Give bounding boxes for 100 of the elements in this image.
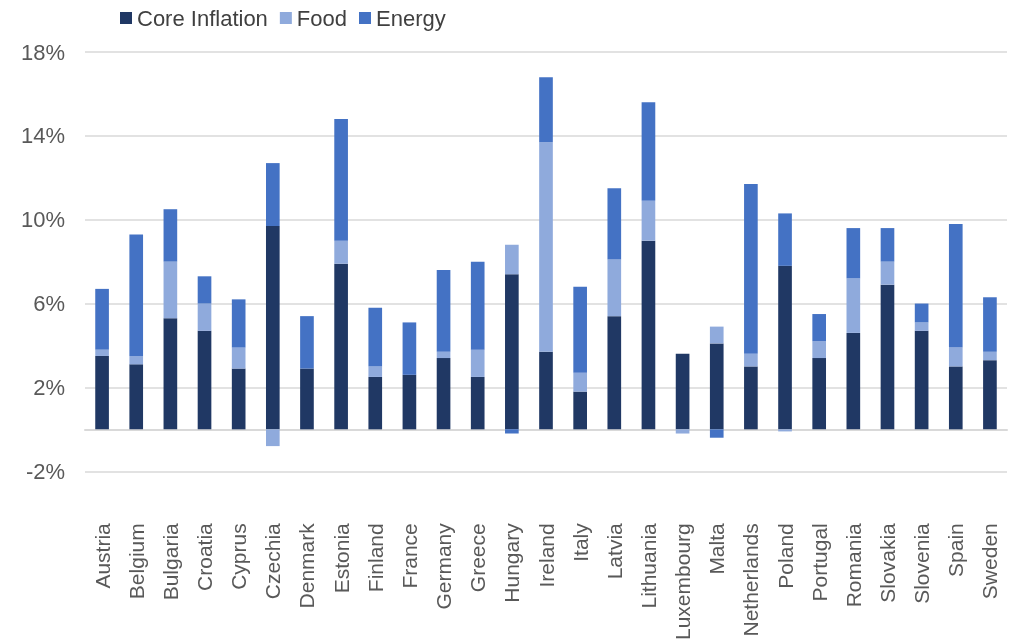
x-tick-label: Sweden bbox=[978, 523, 1002, 600]
bar bbox=[300, 316, 314, 369]
y-tick-label: 6% bbox=[33, 291, 65, 317]
bar bbox=[505, 274, 519, 430]
x-tick-label: France bbox=[397, 523, 421, 589]
bar bbox=[812, 358, 827, 430]
bar bbox=[641, 200, 656, 241]
bar bbox=[675, 429, 690, 434]
bar bbox=[983, 297, 997, 352]
bar bbox=[914, 303, 929, 323]
bar bbox=[846, 228, 861, 279]
x-tick-label: Luxembourg bbox=[671, 523, 695, 641]
bar bbox=[231, 347, 246, 369]
bar bbox=[948, 366, 963, 430]
bar bbox=[607, 188, 622, 260]
x-tick-label: Slovakia bbox=[875, 522, 899, 603]
bar bbox=[197, 276, 212, 304]
bar bbox=[368, 307, 383, 367]
bar bbox=[709, 326, 724, 344]
bar bbox=[470, 349, 485, 377]
bar bbox=[709, 343, 724, 430]
bar bbox=[129, 355, 144, 365]
x-tick-label: Poland bbox=[773, 523, 797, 589]
bar bbox=[163, 209, 178, 262]
x-tick-label: Croatia bbox=[193, 522, 217, 591]
bar bbox=[368, 366, 383, 377]
bar bbox=[880, 228, 895, 262]
x-tick-label: Spain bbox=[944, 523, 968, 577]
bar bbox=[265, 429, 280, 447]
bar bbox=[812, 341, 827, 359]
x-tick-label: Italy bbox=[568, 522, 592, 562]
bar bbox=[129, 364, 144, 430]
bar bbox=[607, 259, 622, 317]
bar bbox=[436, 270, 451, 352]
bar bbox=[95, 349, 109, 356]
x-tick-label: Slovenia bbox=[910, 522, 934, 604]
bar bbox=[163, 318, 178, 430]
bar bbox=[880, 284, 895, 430]
x-tick-label: Portugal bbox=[807, 523, 831, 602]
y-tick-label: 2% bbox=[33, 374, 65, 400]
y-tick-label: 14% bbox=[20, 123, 65, 149]
y-tick-label: -2% bbox=[25, 458, 65, 484]
bar bbox=[265, 163, 280, 226]
bar bbox=[914, 322, 929, 331]
x-tick-label: Bulgaria bbox=[158, 522, 182, 601]
bar bbox=[812, 314, 827, 342]
x-tick-label: Denmark bbox=[295, 522, 319, 609]
bar bbox=[231, 299, 246, 348]
bar bbox=[265, 225, 280, 430]
bar bbox=[436, 351, 451, 359]
bar bbox=[914, 330, 929, 430]
legend-label: Energy bbox=[376, 5, 446, 31]
bar bbox=[95, 288, 109, 350]
bar bbox=[744, 353, 758, 367]
x-tick-label: Romania bbox=[841, 522, 865, 608]
bar bbox=[744, 184, 758, 354]
legend-label: Core Inflation bbox=[137, 5, 268, 31]
bar bbox=[402, 374, 417, 430]
bar bbox=[948, 223, 963, 348]
x-tick-label: Latvia bbox=[602, 522, 626, 580]
bar bbox=[607, 316, 622, 430]
bar bbox=[778, 213, 792, 266]
bar bbox=[641, 102, 656, 201]
bar bbox=[470, 261, 485, 350]
x-tick-label: Belgium bbox=[124, 523, 148, 600]
bar bbox=[744, 366, 758, 430]
bar bbox=[129, 234, 144, 356]
bar bbox=[778, 429, 792, 432]
x-tick-label: Cyprus bbox=[227, 523, 251, 590]
bar bbox=[675, 353, 690, 430]
bar bbox=[197, 303, 212, 331]
bar bbox=[163, 261, 178, 319]
y-tick-label: 18% bbox=[20, 39, 65, 65]
bar bbox=[709, 429, 724, 438]
bar bbox=[983, 360, 997, 430]
bar bbox=[402, 322, 417, 375]
bar bbox=[539, 351, 553, 430]
bar bbox=[573, 391, 587, 430]
x-tick-label: Germany bbox=[432, 522, 456, 610]
bar bbox=[95, 355, 109, 430]
x-tick-label: Greece bbox=[466, 523, 490, 593]
bar bbox=[846, 332, 861, 430]
x-tick-label: Malta bbox=[705, 522, 729, 575]
bar bbox=[948, 347, 963, 367]
bar bbox=[539, 142, 553, 352]
x-tick-label: Finland bbox=[363, 523, 387, 593]
x-tick-label: Hungary bbox=[500, 522, 524, 603]
bar bbox=[197, 330, 212, 430]
bar bbox=[573, 372, 587, 392]
bar bbox=[231, 368, 246, 430]
bar bbox=[300, 368, 314, 430]
x-tick-label: Czechia bbox=[261, 522, 285, 600]
bar bbox=[539, 77, 553, 143]
bar bbox=[436, 358, 451, 430]
bar bbox=[846, 278, 861, 333]
bar bbox=[778, 265, 792, 430]
bar bbox=[368, 376, 383, 430]
bar bbox=[334, 263, 348, 430]
bar bbox=[505, 244, 519, 275]
x-tick-label: Lithuania bbox=[636, 522, 660, 609]
